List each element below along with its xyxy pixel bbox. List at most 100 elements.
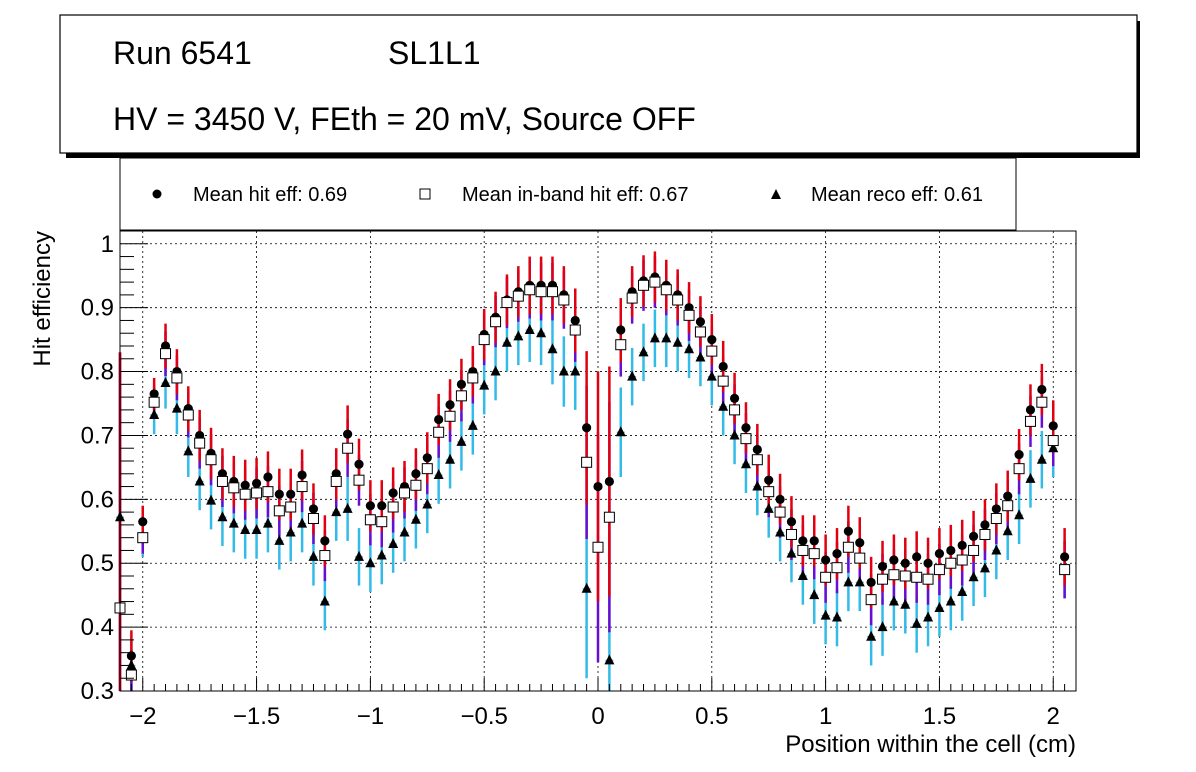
reco-eff-point xyxy=(888,595,899,606)
inband-eff-point xyxy=(968,544,980,556)
x-tick-labels: −2 −1.5 −1 −0.5 0 0.5 1 1.5 2 xyxy=(129,703,1060,730)
x-tick-label: 2 xyxy=(1047,703,1060,730)
y-tick-label: 0.5 xyxy=(81,550,114,577)
hit-eff-point xyxy=(809,536,819,546)
hit-eff-point xyxy=(741,423,751,433)
hit-eff-point xyxy=(877,561,888,572)
inband-eff-point xyxy=(581,456,593,468)
inband-eff-point xyxy=(342,442,354,454)
reco-eff-point xyxy=(490,365,501,376)
hit-eff-point xyxy=(832,549,842,559)
inband-eff-point xyxy=(137,532,149,544)
hit-eff-point xyxy=(843,526,853,536)
reco-eff-point xyxy=(581,582,592,593)
inband-eff-point xyxy=(148,396,160,408)
reco-eff-point xyxy=(775,526,786,537)
reco-eff-point xyxy=(866,630,877,641)
reco-eff-point xyxy=(763,502,774,513)
y-tick-label: 0.7 xyxy=(81,422,114,449)
reco-eff-point xyxy=(183,445,194,456)
x-tick-label: 0.5 xyxy=(695,703,728,730)
hit-eff-point xyxy=(695,317,706,327)
reco-eff-point xyxy=(501,336,512,347)
inband-eff-point xyxy=(763,486,775,498)
reco-eff-point xyxy=(832,611,842,622)
y-tick-label: 0.6 xyxy=(81,486,114,513)
inband-eff-point xyxy=(228,482,240,494)
hit-eff-point xyxy=(263,472,273,482)
inband-eff-point xyxy=(319,550,331,562)
axis-ticks xyxy=(119,230,1077,692)
reco-eff-point xyxy=(376,549,387,560)
x-tick-label: −2 xyxy=(129,703,156,730)
hit-eff-point xyxy=(308,504,319,514)
reco-eff-point xyxy=(1002,525,1013,536)
inband-eff-point xyxy=(638,279,650,291)
hit-eff-point xyxy=(855,538,865,548)
hit-eff-point xyxy=(274,489,284,499)
x-tick-label: 1 xyxy=(819,703,832,730)
hit-eff-point xyxy=(138,517,148,527)
inband-eff-point xyxy=(262,486,274,498)
reco-eff-point xyxy=(649,332,660,343)
hit-eff-point xyxy=(946,545,956,556)
x-tick-label: 0 xyxy=(591,703,604,730)
reco-eff-point xyxy=(615,426,626,437)
inband-eff-point xyxy=(717,375,729,387)
header-box xyxy=(59,14,1138,154)
inband-eff-point xyxy=(1024,415,1036,427)
inband-eff-point xyxy=(706,345,718,357)
legend-entry-inband: Mean in-band hit eff: 0.67 xyxy=(419,184,688,206)
hit-eff-point xyxy=(707,335,717,345)
inband-eff-point xyxy=(1047,435,1059,447)
inband-eff-point xyxy=(865,594,877,606)
x-axis-label: Position within the cell (cm) xyxy=(785,731,1076,758)
legend-box xyxy=(119,157,1017,231)
reco-eff-point xyxy=(786,547,797,558)
hit-eff-point xyxy=(240,480,250,490)
reco-eff-point xyxy=(809,589,820,600)
inband-eff-point xyxy=(877,573,889,585)
reco-eff-point xyxy=(342,502,353,513)
x-tick-label: −1.5 xyxy=(233,703,280,730)
reco-eff-point xyxy=(1048,442,1059,453)
inband-eff-point xyxy=(558,294,570,306)
reco-eff-point xyxy=(319,595,330,606)
hit-eff-point xyxy=(126,651,136,661)
reco-eff-point xyxy=(695,351,706,362)
reco-eff-point xyxy=(479,379,490,390)
hit-eff-point xyxy=(775,494,785,504)
hit-eff-point xyxy=(286,489,296,499)
legend-marker-square xyxy=(419,188,431,200)
reco-eff-point xyxy=(661,332,672,343)
inband-eff-point xyxy=(501,297,513,309)
reco-eff-point xyxy=(354,550,364,561)
inband-eff-point xyxy=(751,454,763,466)
inband-eff-point xyxy=(820,571,832,583)
hit-eff-point xyxy=(1037,384,1047,395)
legend: Mean hit eff: 0.69 Mean in-band hit eff:… xyxy=(152,184,983,206)
inband-eff-point xyxy=(956,554,968,566)
inband-eff-point xyxy=(455,390,467,402)
reco-eff-point xyxy=(854,576,865,587)
hit-eff-point xyxy=(991,504,1001,514)
legend-entry-hit: Mean hit eff: 0.69 xyxy=(152,184,347,206)
reco-eff-point xyxy=(160,377,171,388)
inband-eff-point xyxy=(364,514,376,526)
reco-eff-point xyxy=(365,557,376,568)
hit-eff-point xyxy=(251,478,262,488)
reco-eff-point xyxy=(331,506,342,517)
reco-eff-point xyxy=(547,343,558,354)
inband-eff-point xyxy=(273,505,285,517)
hit-eff-point xyxy=(764,475,774,485)
inband-eff-point xyxy=(899,570,911,582)
inband-eff-point xyxy=(1036,396,1048,408)
hit-eff-point xyxy=(445,400,455,410)
legend-marker-circle xyxy=(152,189,162,199)
reco-eff-point xyxy=(979,562,990,573)
inband-eff-point xyxy=(649,276,661,288)
hit-eff-point xyxy=(912,552,922,562)
hit-eff-point xyxy=(968,531,979,541)
inband-eff-point xyxy=(774,506,786,518)
hit-eff-point xyxy=(604,476,614,487)
